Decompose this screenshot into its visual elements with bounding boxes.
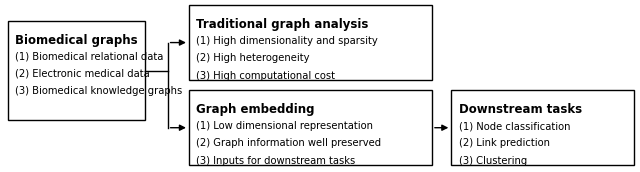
Text: Biomedical graphs: Biomedical graphs xyxy=(15,34,138,47)
FancyBboxPatch shape xyxy=(8,21,145,120)
Text: Graph embedding: Graph embedding xyxy=(196,103,315,116)
Text: (3) Biomedical knowledge graphs: (3) Biomedical knowledge graphs xyxy=(15,86,182,96)
Text: (1) High dimensionality and sparsity: (1) High dimensionality and sparsity xyxy=(196,36,378,46)
Text: (2) Link prediction: (2) Link prediction xyxy=(459,138,550,148)
FancyBboxPatch shape xyxy=(189,90,432,165)
Text: (2) Graph information well preserved: (2) Graph information well preserved xyxy=(196,138,381,148)
Text: (3) Inputs for downstream tasks: (3) Inputs for downstream tasks xyxy=(196,156,356,166)
Text: Downstream tasks: Downstream tasks xyxy=(459,103,582,116)
Text: (1) Low dimensional representation: (1) Low dimensional representation xyxy=(196,121,374,131)
Text: (3) Clustering: (3) Clustering xyxy=(459,156,527,166)
Text: (1) Node classification: (1) Node classification xyxy=(459,121,570,131)
Text: (2) Electronic medical data: (2) Electronic medical data xyxy=(15,69,150,79)
Text: (1) Biomedical relational data: (1) Biomedical relational data xyxy=(15,52,164,62)
Text: Traditional graph analysis: Traditional graph analysis xyxy=(196,18,369,31)
Text: (3) High computational cost: (3) High computational cost xyxy=(196,71,335,80)
Text: (2) High heterogeneity: (2) High heterogeneity xyxy=(196,53,310,63)
FancyBboxPatch shape xyxy=(451,90,634,165)
FancyBboxPatch shape xyxy=(189,5,432,80)
